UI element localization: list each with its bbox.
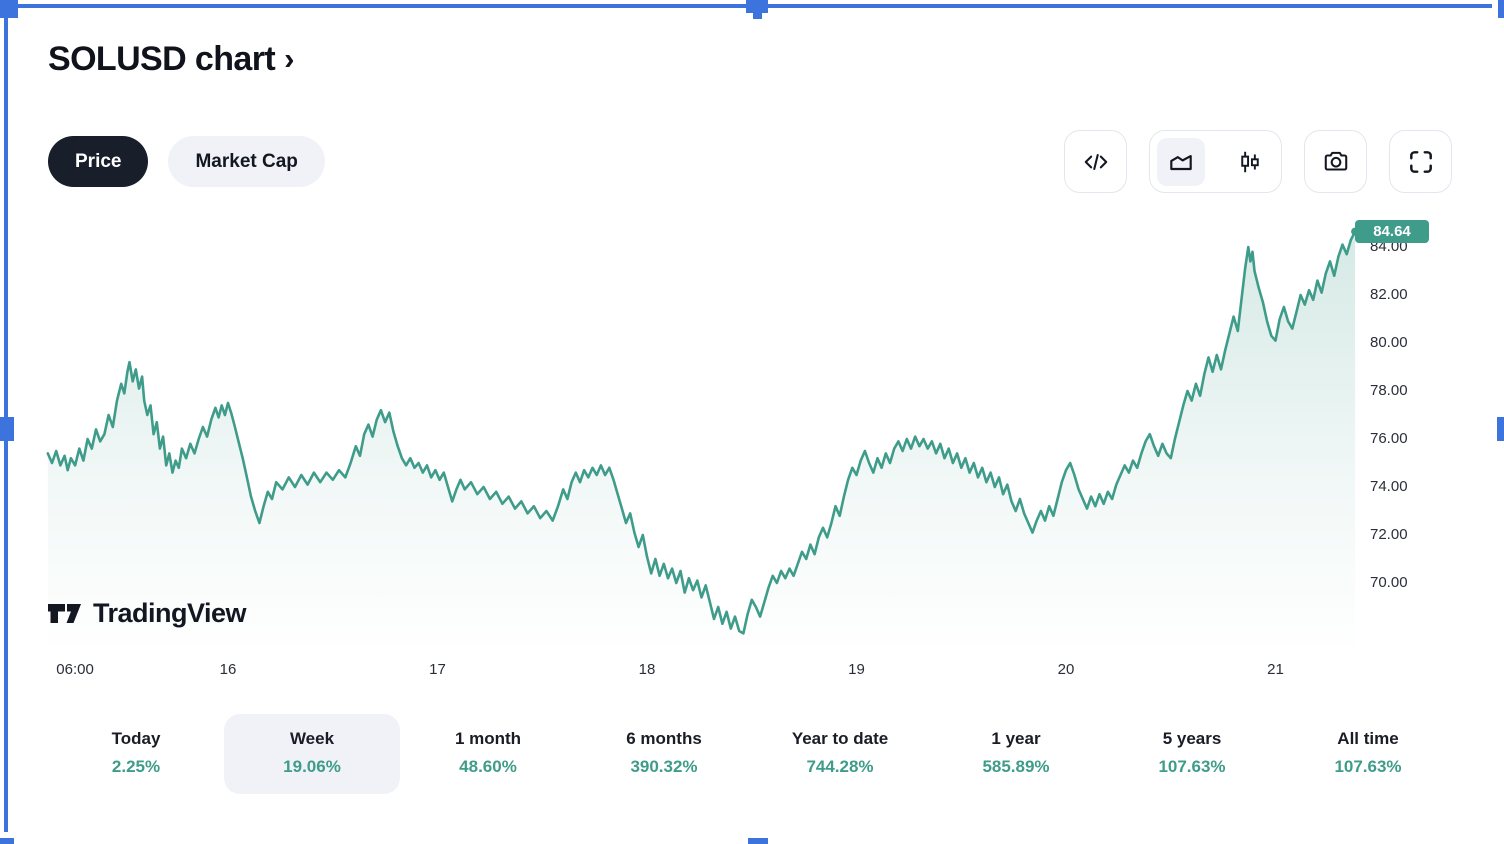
period-stat-all-time[interactable]: All time 107.63%: [1280, 714, 1456, 794]
period-label: 5 years: [1162, 729, 1222, 748]
chart-style-toggle: [1149, 130, 1282, 193]
period-stat-1-year[interactable]: 1 year 585.89%: [928, 714, 1104, 794]
period-change: 744.28%: [806, 757, 874, 776]
period-stats-row: Today 2.25% Week 19.06% 1 month 48.60% 6 month…: [48, 714, 1456, 794]
chevron-right-icon[interactable]: ›: [284, 40, 294, 76]
period-change: 585.89%: [982, 757, 1050, 776]
crop-handle-right-middle[interactable]: [1497, 417, 1504, 441]
y-axis-label: 80.00: [1370, 334, 1408, 351]
period-label: 6 months: [626, 729, 702, 748]
x-axis-label: 16: [219, 661, 237, 678]
x-axis-label: 20: [1057, 661, 1075, 678]
fullscreen-button[interactable]: [1389, 130, 1452, 193]
price-area-fill: [47, 231, 1356, 650]
period-change: 390.32%: [630, 757, 698, 776]
tradingview-wordmark: TradingView: [93, 598, 247, 628]
y-axis-label: 72.00: [1370, 526, 1408, 543]
period-label: All time: [1337, 729, 1399, 748]
tradingview-attribution[interactable]: TradingView: [48, 598, 247, 629]
crop-handle-top-center-tab: [753, 13, 762, 19]
crop-handle-left-middle[interactable]: [0, 417, 14, 441]
period-label: 1 month: [454, 729, 522, 748]
x-axis-label: 17: [429, 661, 446, 678]
last-price-badge: 84.64: [1355, 220, 1429, 244]
period-label: 1 year: [991, 729, 1041, 748]
crop-handle-top-center[interactable]: [746, 0, 768, 13]
period-label: Today: [111, 729, 161, 748]
period-stat-week[interactable]: Week 19.06%: [224, 714, 400, 794]
period-stat-6-months[interactable]: 6 months 390.32%: [576, 714, 752, 794]
period-stat-5-years[interactable]: 5 years 107.63%: [1104, 714, 1280, 794]
period-label: Week: [289, 729, 335, 748]
view-toggle: Price Market Cap: [48, 136, 325, 187]
symbol-title: SOLUSD chart: [48, 40, 276, 78]
period-stat-1-month[interactable]: 1 month 48.60%: [400, 714, 576, 794]
y-axis-label: 76.00: [1370, 430, 1408, 447]
x-axis-label: 21: [1267, 661, 1284, 678]
tradingview-logo-icon: [48, 600, 82, 627]
page-title: SOLUSD chart ›: [48, 40, 294, 79]
snapshot-button[interactable]: [1304, 130, 1367, 193]
area-chart-icon: [1167, 148, 1195, 176]
chart-toolbar: [1064, 130, 1452, 193]
period-change: 19.06%: [283, 757, 341, 776]
price-line: [46, 230, 1357, 635]
period-stat-year-to-date[interactable]: Year to date 744.28%: [752, 714, 928, 794]
code-icon: [1082, 148, 1110, 176]
period-stat-today[interactable]: Today 2.25%: [48, 714, 224, 794]
crop-handle-top-right[interactable]: [1498, 0, 1504, 18]
period-change: 107.63%: [1334, 757, 1402, 776]
area-chart-button[interactable]: [1157, 137, 1205, 186]
x-axis-label: 06:00: [56, 661, 94, 678]
x-axis-label: 19: [848, 661, 865, 678]
crop-handle-bottom-left[interactable]: [0, 838, 14, 844]
price-tab[interactable]: Price: [48, 136, 149, 187]
candlestick-chart-button[interactable]: [1226, 138, 1274, 186]
crop-handle-top-left[interactable]: [0, 0, 18, 18]
y-axis-label: 70.00: [1370, 574, 1408, 591]
crop-handle-bottom-center[interactable]: [748, 838, 768, 844]
camera-icon: [1322, 148, 1350, 176]
y-axis-label: 82.00: [1370, 286, 1408, 303]
market-cap-tab[interactable]: Market Cap: [168, 136, 325, 187]
candlestick-chart-icon: [1236, 148, 1264, 176]
embed-code-button[interactable]: [1064, 130, 1127, 193]
crop-line-left: [4, 0, 8, 832]
period-change: 48.60%: [459, 757, 517, 776]
y-axis-label: 74.00: [1370, 478, 1408, 495]
fullscreen-icon: [1407, 148, 1435, 176]
period-change: 107.63%: [1158, 757, 1226, 776]
y-axis-label: 78.00: [1370, 382, 1408, 399]
period-label: Year to date: [791, 729, 889, 748]
x-axis-label: 18: [638, 661, 656, 678]
period-change: 2.25%: [111, 757, 161, 776]
